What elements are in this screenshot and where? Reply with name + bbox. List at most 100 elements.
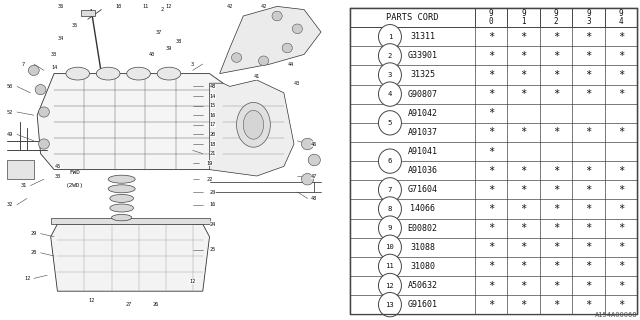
Text: 42: 42 (227, 4, 233, 9)
Text: *: * (618, 166, 624, 176)
Ellipse shape (111, 214, 132, 221)
Text: *: * (488, 300, 494, 310)
Text: 11: 11 (142, 4, 148, 9)
Text: 13: 13 (385, 302, 394, 308)
Text: G91601: G91601 (408, 300, 437, 309)
Text: 9
0: 9 0 (489, 9, 493, 26)
Text: 9: 9 (388, 225, 392, 231)
Text: 42: 42 (260, 4, 267, 9)
Text: *: * (488, 127, 494, 137)
Text: 16: 16 (210, 202, 216, 207)
Text: 7: 7 (22, 61, 25, 67)
Text: *: * (553, 281, 559, 291)
Circle shape (301, 173, 314, 185)
Text: *: * (553, 51, 559, 61)
Text: 20: 20 (210, 132, 216, 137)
Circle shape (378, 235, 401, 260)
Circle shape (232, 53, 242, 62)
Text: 31325: 31325 (410, 70, 435, 79)
Text: 32: 32 (7, 202, 13, 207)
Bar (350, 276, 637, 295)
Text: *: * (618, 89, 624, 99)
Ellipse shape (157, 67, 180, 80)
Text: *: * (585, 89, 591, 99)
Bar (350, 219, 637, 238)
Text: *: * (618, 70, 624, 80)
Bar (350, 104, 637, 123)
Circle shape (308, 154, 321, 166)
Bar (350, 46, 637, 65)
Text: 48: 48 (311, 196, 317, 201)
Text: 43: 43 (294, 81, 301, 86)
Text: *: * (585, 204, 591, 214)
Text: 40: 40 (149, 52, 155, 57)
Text: 25: 25 (210, 247, 216, 252)
Bar (350, 199, 637, 219)
Text: *: * (618, 204, 624, 214)
Bar (350, 123, 637, 142)
Text: *: * (520, 127, 527, 137)
Text: 39: 39 (166, 45, 172, 51)
Text: (2WD): (2WD) (65, 183, 83, 188)
Text: *: * (488, 281, 494, 291)
Text: 34: 34 (58, 36, 64, 41)
Ellipse shape (110, 204, 134, 212)
Text: *: * (488, 108, 494, 118)
Text: E00802: E00802 (408, 224, 437, 233)
Bar (350, 65, 637, 84)
Text: 10: 10 (115, 4, 122, 9)
Ellipse shape (110, 194, 134, 203)
Polygon shape (51, 218, 209, 224)
Text: 9
4: 9 4 (618, 9, 623, 26)
Text: *: * (488, 89, 494, 99)
Text: 26: 26 (152, 301, 159, 307)
Text: *: * (618, 127, 624, 137)
Text: 17: 17 (210, 122, 216, 127)
Ellipse shape (127, 67, 150, 80)
Text: *: * (553, 70, 559, 80)
Text: 31: 31 (20, 183, 27, 188)
Text: 41: 41 (253, 74, 260, 79)
Text: 18: 18 (210, 141, 216, 147)
Text: 11: 11 (385, 263, 394, 269)
Text: *: * (488, 147, 494, 156)
Text: *: * (520, 204, 527, 214)
Text: 14: 14 (51, 65, 57, 70)
Text: FWD: FWD (69, 170, 80, 175)
Circle shape (378, 111, 401, 135)
Text: *: * (585, 261, 591, 271)
Text: *: * (520, 261, 527, 271)
Text: A50632: A50632 (408, 281, 437, 290)
Text: 47: 47 (311, 173, 317, 179)
Text: 48: 48 (210, 84, 216, 89)
Ellipse shape (96, 67, 120, 80)
Text: 15: 15 (210, 103, 216, 108)
Text: 12: 12 (24, 276, 30, 281)
Circle shape (378, 216, 401, 240)
Text: 50: 50 (7, 84, 13, 89)
Text: 36: 36 (58, 4, 64, 9)
Text: *: * (488, 223, 494, 233)
Text: *: * (553, 261, 559, 271)
Circle shape (378, 292, 401, 317)
Text: 38: 38 (176, 39, 182, 44)
Text: *: * (553, 204, 559, 214)
Circle shape (378, 149, 401, 173)
Text: 37: 37 (156, 29, 162, 35)
Text: *: * (618, 51, 624, 61)
Text: 31311: 31311 (410, 32, 435, 41)
Circle shape (292, 24, 303, 34)
Circle shape (378, 254, 401, 278)
Circle shape (272, 11, 282, 21)
Text: *: * (585, 166, 591, 176)
Text: 8: 8 (388, 206, 392, 212)
Text: *: * (488, 204, 494, 214)
Text: 3: 3 (388, 72, 392, 78)
Circle shape (38, 139, 49, 149)
Text: PARTS CORD: PARTS CORD (386, 13, 438, 22)
Circle shape (282, 43, 292, 53)
Bar (350, 238, 637, 257)
Text: *: * (488, 185, 494, 195)
Text: *: * (520, 51, 527, 61)
Text: *: * (585, 51, 591, 61)
